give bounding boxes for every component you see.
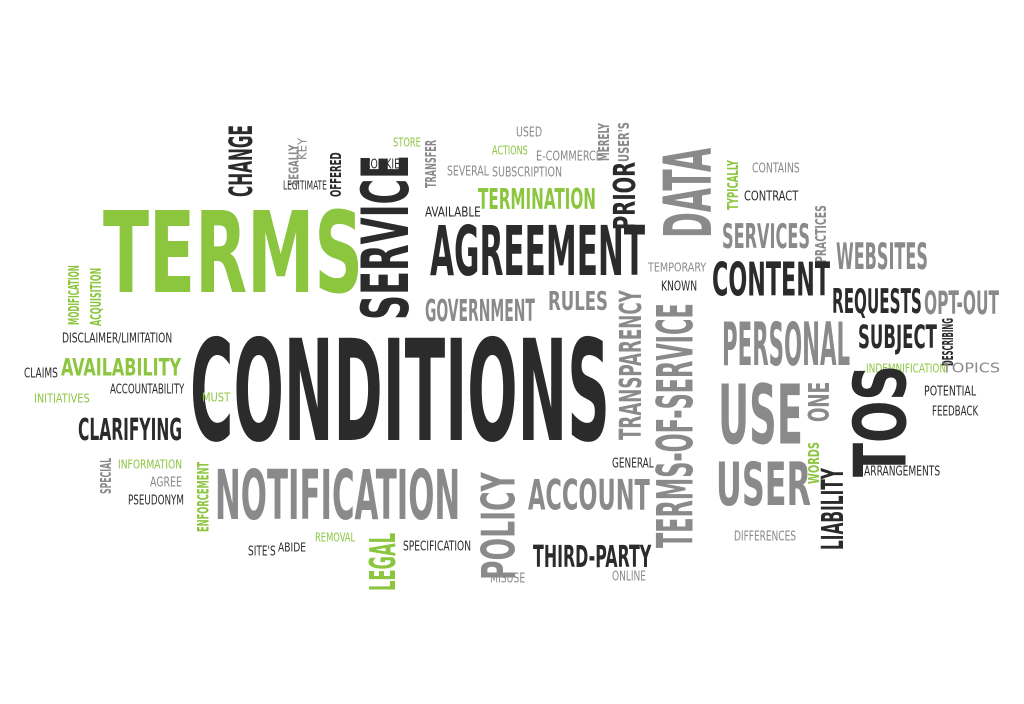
word-special: SPECIAL [98, 457, 115, 494]
word-typically: TYPICALLY [725, 160, 742, 210]
word-abide: ABIDE [278, 541, 307, 555]
word-describing: DESCRIBING [940, 318, 957, 366]
word-requests: REQUESTS [832, 282, 922, 322]
word-modification: MODIFICATION [66, 265, 83, 325]
word-tos: TOS [839, 364, 924, 477]
word-cookies: COOKIES [364, 156, 406, 172]
word-actions: ACTIONS [492, 144, 528, 158]
word-agreement: AGREEMENT [430, 212, 646, 292]
word-enforcement: ENFORCEMENT [194, 461, 213, 532]
word-transparency: TRANSPARENCY [613, 290, 649, 440]
word-transfer: TRANSFER [423, 139, 440, 188]
word-offered: OFFERED [328, 152, 345, 197]
word-general: GENERAL [612, 455, 654, 471]
word-potential: POTENTIAL [924, 383, 977, 399]
word-several: SEVERAL [447, 163, 489, 179]
word-conditions: CONDITIONS [190, 310, 610, 474]
word-differences: DIFFERENCES [734, 528, 796, 544]
word-content: CONTENT [712, 252, 831, 307]
word-arrangements: ARRANGEMENTS [864, 463, 941, 479]
word-initiatives: INITIATIVES [34, 392, 90, 406]
word-terms: TERMS [103, 188, 363, 320]
word-one: ONE [802, 381, 836, 422]
word-use: USE [718, 367, 803, 463]
word-services: SERVICES [722, 217, 810, 257]
word-specification: SPECIFICATION [403, 538, 471, 554]
word-claims: CLAIMS [24, 365, 58, 381]
word-known: KNOWN [661, 278, 698, 294]
word-key: KEY [296, 137, 310, 160]
word-legal: LEGAL [362, 533, 404, 591]
word-agree: AGREE [150, 474, 182, 490]
word-prior: PRIOR [607, 161, 643, 230]
word-user: USER [716, 449, 812, 520]
word-rules: RULES [548, 287, 608, 317]
word-contract: CONTRACT [744, 188, 799, 204]
word-disclaimer-limitation: DISCLAIMER/LIMITATION [62, 330, 173, 346]
word-e-commerce: E-COMMERCE [536, 148, 602, 164]
word-removal: REMOVAL [315, 531, 356, 545]
word-user-s: USER'S [616, 122, 633, 162]
word-government: GOVERNMENT [425, 293, 535, 329]
word-feedback: FEEDBACK [932, 403, 979, 419]
word-information: INFORMATION [118, 458, 183, 472]
word-misuse: MISUSE [490, 570, 526, 586]
word-available: AVAILABLE [425, 204, 481, 220]
word-legitimate: LEGITIMATE [283, 179, 327, 193]
word-subject: SUBJECT [858, 318, 937, 356]
word-account: ACCOUNT [528, 470, 650, 520]
word-online: ONLINE [612, 568, 646, 584]
word-opt-out: OPT-OUT [924, 284, 1000, 322]
word-contains: CONTAINS [752, 160, 800, 176]
word-clarifying: CLARIFYING [78, 412, 183, 448]
word-must: MUST [202, 391, 231, 405]
word-temporary: TEMPORARY [648, 261, 707, 275]
word-store: STORE [393, 136, 421, 150]
word-pseudonym: PSEUDONYM [128, 492, 184, 508]
word-change: CHANGE [222, 124, 260, 197]
word-site-s: SITE'S [248, 543, 276, 559]
word-service: SERVICE [349, 155, 425, 320]
word-indemnification: INDEMNIFICATION [866, 362, 947, 376]
word-data: DATA [651, 147, 728, 238]
word-availability: AVAILABILITY [61, 353, 182, 382]
word-subscription: SUBSCRIPTION [492, 164, 563, 180]
word-third-party: THIRD-PARTY [533, 539, 652, 575]
word-liability: LIABILITY [815, 468, 851, 550]
word-policy: POLICY [471, 472, 526, 580]
word-topics: TOPICS [942, 360, 1001, 376]
word-merely: MERELY [596, 123, 613, 161]
word-personal: PERSONAL [722, 309, 851, 380]
word-used: USED [516, 124, 543, 140]
word-accountability: ACCOUNTABILITY [110, 381, 185, 397]
word-terms-of-service: TERMS-OF-SERVICE [645, 303, 705, 548]
word-websites: WEBSITES [836, 236, 928, 279]
word-termination: TERMINATION [478, 182, 596, 216]
word-notification: NOTIFICATION [215, 456, 461, 536]
word-acquisition: ACQUISITION [88, 267, 105, 326]
